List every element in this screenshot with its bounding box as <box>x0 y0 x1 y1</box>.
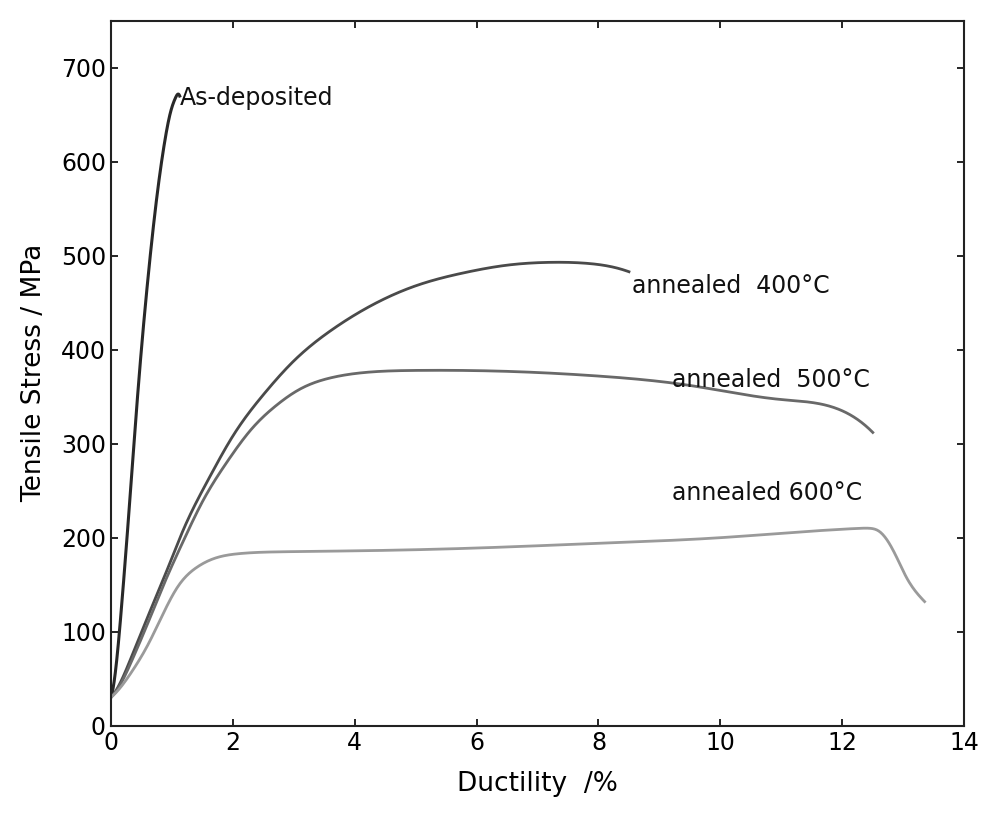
Text: annealed  400°C: annealed 400°C <box>632 274 830 298</box>
Y-axis label: Tensile Stress / MPa: Tensile Stress / MPa <box>21 244 47 502</box>
Text: As-deposited: As-deposited <box>180 86 333 110</box>
Text: annealed  500°C: annealed 500°C <box>672 368 870 392</box>
X-axis label: Ductility  /%: Ductility /% <box>457 771 618 798</box>
Text: annealed 600°C: annealed 600°C <box>672 481 862 505</box>
